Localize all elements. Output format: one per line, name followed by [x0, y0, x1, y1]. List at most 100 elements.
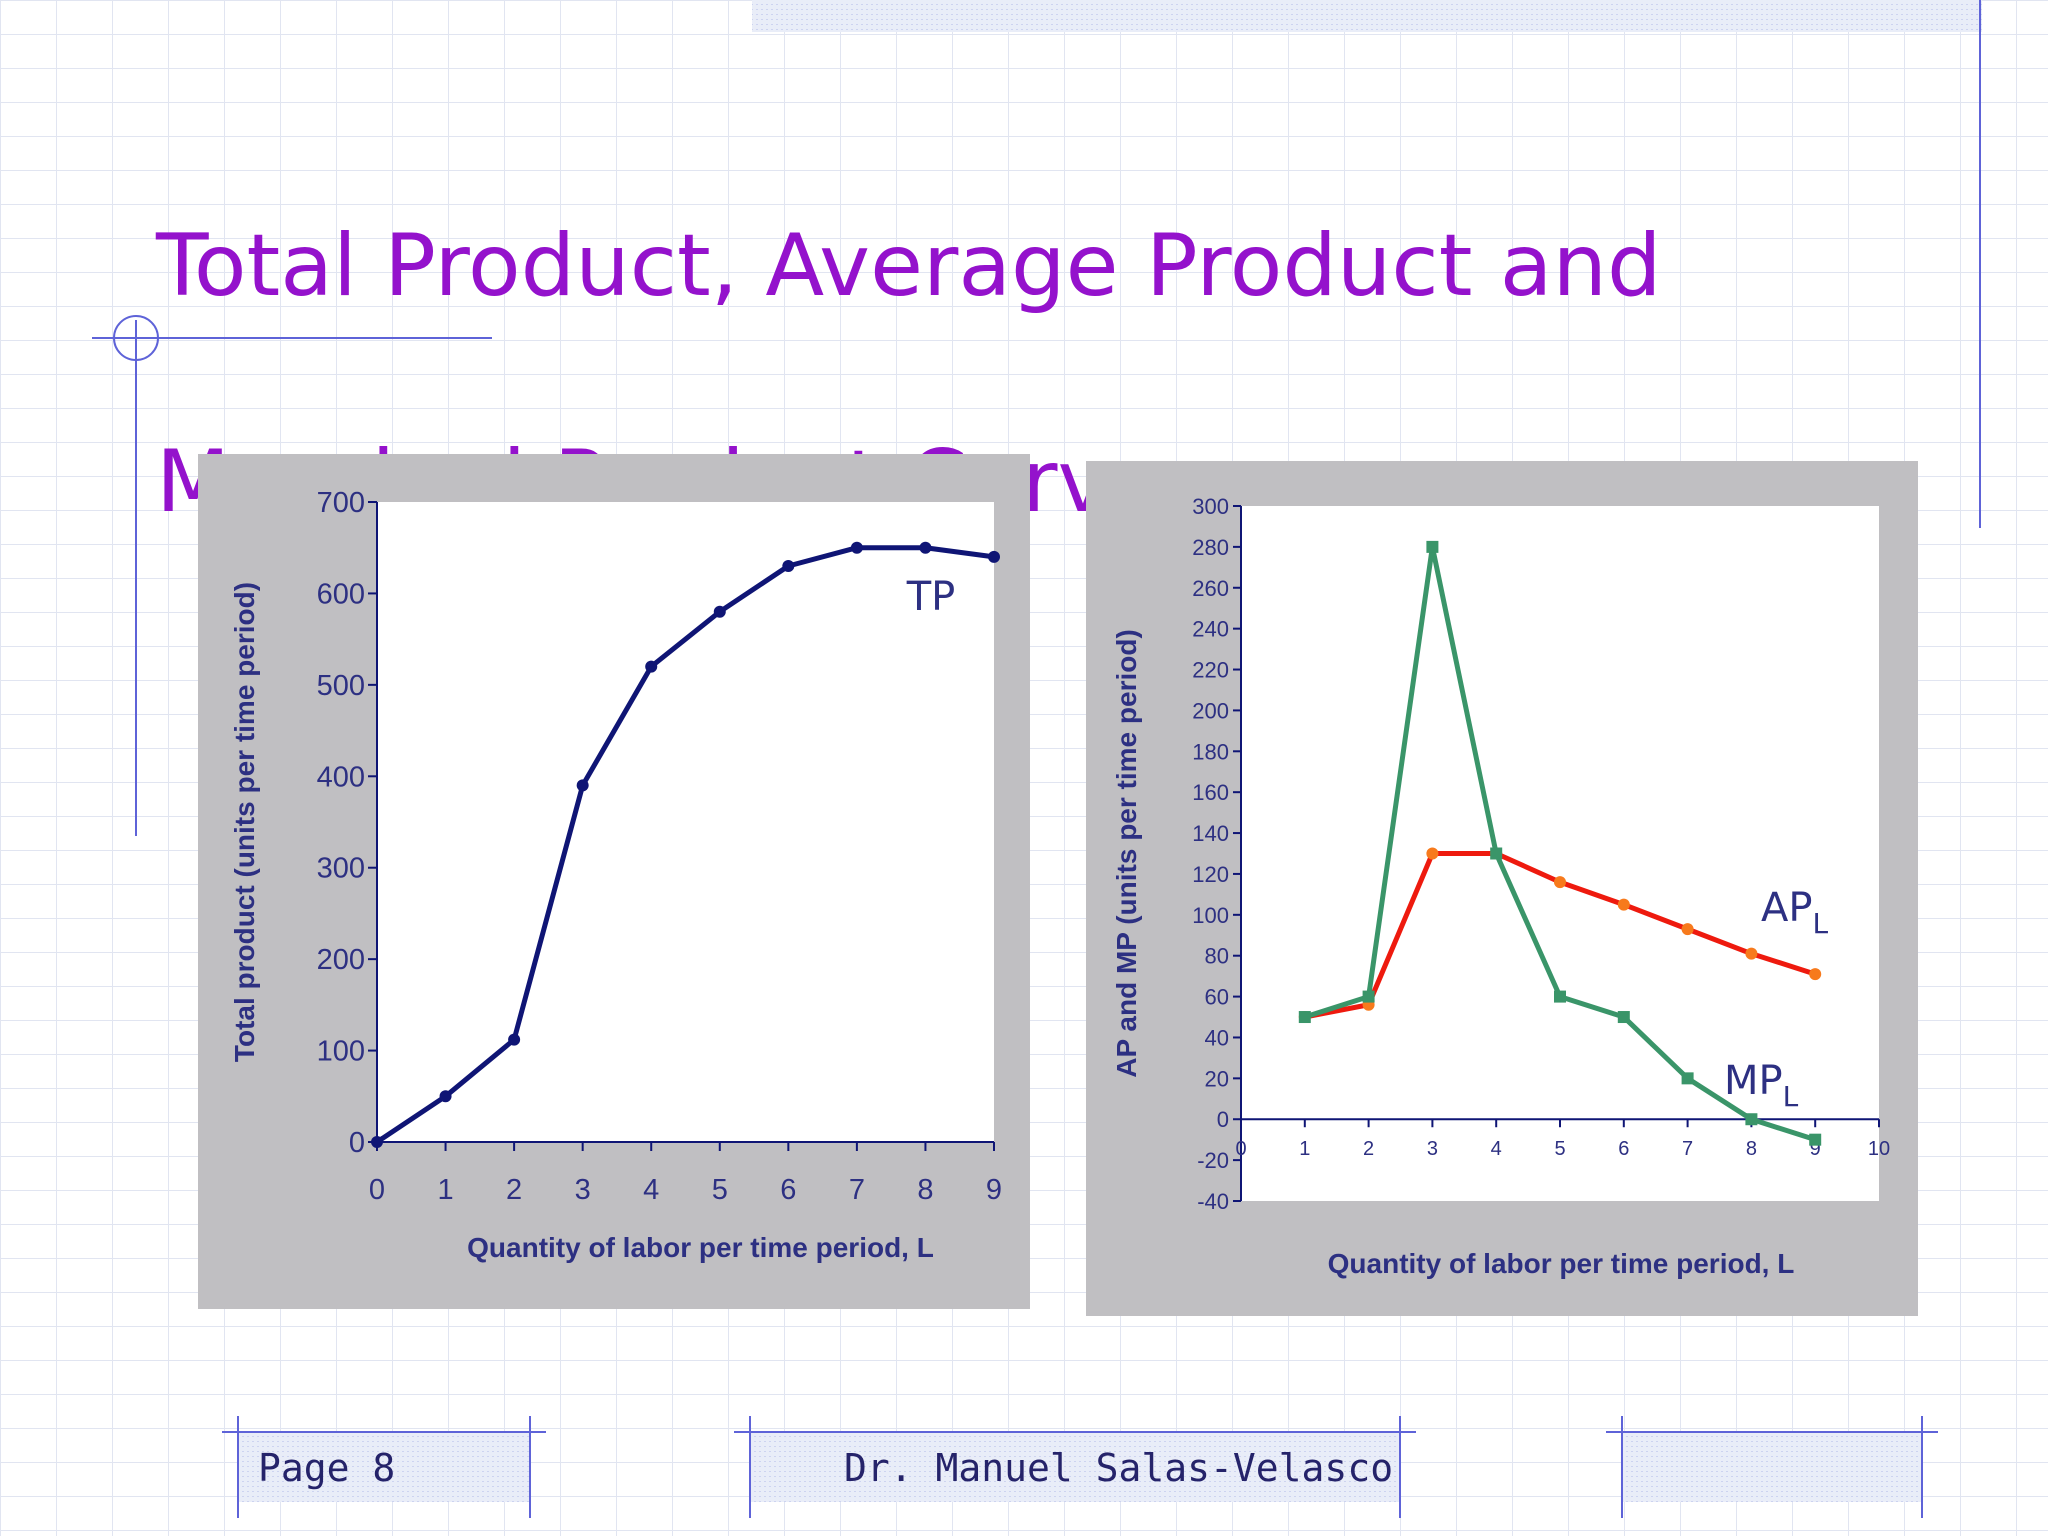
- y-tick-label: 200: [1192, 698, 1229, 723]
- y-tick-label: 20: [1205, 1066, 1229, 1091]
- y-tick-label: 220: [1192, 658, 1229, 683]
- y-axis-label: Total product (units per time period): [229, 582, 260, 1062]
- x-tick-label: 5: [1554, 1138, 1565, 1160]
- apl-data-point: [1745, 947, 1758, 960]
- crosshair-ornament: [113, 315, 159, 361]
- y-tick-label: 600: [317, 578, 365, 610]
- y-tick-label: 700: [317, 487, 365, 519]
- apl-label-subscript: L: [1812, 907, 1828, 940]
- tp-data-point: [371, 1136, 383, 1148]
- x-tick-label: 3: [1427, 1138, 1438, 1160]
- apl-data-point: [1809, 968, 1822, 981]
- y-tick-label: 80: [1205, 944, 1229, 969]
- mpl-data-point: [1362, 990, 1375, 1003]
- y-tick-label: 260: [1192, 576, 1229, 601]
- title-line-1: Total Product, Average Product and: [156, 216, 1662, 316]
- tp-data-point: [508, 1033, 521, 1046]
- mpl-data-point: [1745, 1113, 1758, 1126]
- tp-data-point: [988, 550, 1000, 563]
- average-marginal-product-plot: -40-200204060801001201401601802002202402…: [1111, 494, 1890, 1279]
- mpl-data-point: [1298, 1011, 1311, 1024]
- footer-frame-lines: [222, 1416, 1938, 1518]
- y-tick-label: 60: [1205, 985, 1229, 1010]
- y-tick-label: 0: [349, 1127, 365, 1159]
- mpl-data-point: [1426, 540, 1439, 553]
- y-tick-label: 0: [1217, 1107, 1229, 1132]
- x-tick-label: 7: [849, 1174, 865, 1206]
- tp-data-point: [439, 1090, 452, 1103]
- total-product-chart: 0 100 200 300 400 500 600 700 0 1 2 3 4 5 6 7 8 9 TP Quanti…: [198, 454, 1030, 1309]
- footer-author-box: Dr. Manuel Salas-Velasco: [750, 1432, 1400, 1502]
- y-tick-label: 500: [317, 670, 365, 702]
- y-tick-label: 100: [1192, 903, 1229, 928]
- x-axis-label: Quantity of labor per time period, L: [1328, 1248, 1795, 1279]
- x-tick-label: 1: [437, 1174, 453, 1206]
- y-tick-label: -20: [1197, 1148, 1229, 1173]
- x-tick-label: 10: [1868, 1138, 1890, 1160]
- x-tick-label: 0: [369, 1174, 385, 1206]
- mpl-data-point: [1681, 1072, 1694, 1085]
- y-tick-label: -40: [1197, 1189, 1229, 1214]
- plot-area: [377, 502, 994, 1142]
- footer-page-box: Page 8: [238, 1432, 530, 1502]
- average-marginal-product-chart: -40 -20 0 20 40 60 80 100 120 140 160 180 200 220 240 2…: [1086, 461, 1918, 1316]
- x-tick-label: 5: [712, 1174, 728, 1206]
- x-axis-label: Quantity of labor per time period, L: [467, 1232, 934, 1263]
- author-name: Dr. Manuel Salas-Velasco: [844, 1446, 1394, 1490]
- x-tick-label: 9: [986, 1174, 1002, 1206]
- y-tick-label: 140: [1192, 821, 1229, 846]
- x-tick-label: 7: [1682, 1138, 1693, 1160]
- y-tick-label: 300: [1192, 494, 1229, 519]
- y-tick-label: 120: [1192, 862, 1229, 887]
- apl-label-main: AP: [1761, 885, 1812, 931]
- mpl-data-point: [1554, 990, 1566, 1003]
- y-tick-label: 200: [317, 944, 365, 976]
- apl-series-label: APL: [1761, 885, 1828, 940]
- mpl-data-point: [1490, 847, 1503, 860]
- mpl-label-main: MP: [1724, 1058, 1783, 1104]
- y-tick-label: 280: [1192, 535, 1229, 560]
- x-tick-label: 2: [506, 1174, 522, 1206]
- tp-data-point: [713, 605, 726, 618]
- y-tick-label: 300: [317, 853, 365, 885]
- tp-series-line: [375, 545, 995, 1145]
- top-decorative-band: [752, 0, 1982, 32]
- x-tick-label: 2: [1363, 1138, 1374, 1160]
- right-decorative-line: [1979, 0, 1981, 528]
- title-underline: [92, 337, 492, 339]
- y-tick-label: 180: [1192, 739, 1229, 764]
- tp-data-point: [782, 560, 795, 572]
- y-tick-label: 100: [317, 1036, 365, 1068]
- x-tick-label: 4: [1491, 1138, 1502, 1160]
- tp-series-label: TP: [906, 574, 956, 620]
- page-number: Page 8: [258, 1446, 396, 1490]
- x-tick-label: 8: [917, 1174, 933, 1206]
- mpl-data-point: [1809, 1133, 1822, 1146]
- total-product-plot: 0 100 200 300 400 500 600 700 0 1 2 3 4 5 6 7 8 9 TP Quanti…: [229, 487, 1002, 1263]
- plot-area: [1241, 506, 1879, 1201]
- y-tick-label: 40: [1205, 1025, 1229, 1050]
- mpl-label-subscript: L: [1783, 1080, 1799, 1113]
- y-tick-label: 400: [317, 761, 365, 793]
- mpl-data-point: [1617, 1011, 1630, 1024]
- x-tick-label: 0: [1235, 1138, 1246, 1160]
- x-tick-label: 4: [643, 1174, 659, 1206]
- x-tick-label: 1: [1299, 1138, 1310, 1160]
- left-decorative-line: [135, 320, 137, 836]
- y-tick-label: 240: [1192, 617, 1229, 642]
- apl-data-point: [1681, 923, 1694, 936]
- apl-data-point: [1617, 898, 1630, 911]
- tp-data-point: [645, 660, 658, 673]
- footer-blank-box: [1622, 1432, 1922, 1502]
- y-axis-label: AP and MP (units per time period): [1111, 629, 1142, 1078]
- tp-data-point: [850, 541, 863, 554]
- apl-data-point: [1554, 876, 1566, 889]
- tp-data-point: [576, 779, 589, 792]
- x-tick-label: 9: [1810, 1138, 1821, 1160]
- mpl-series-label: MPL: [1724, 1058, 1799, 1113]
- x-tick-label: 6: [1618, 1138, 1629, 1160]
- x-tick-label: 8: [1746, 1138, 1757, 1160]
- x-tick-label: 3: [575, 1174, 591, 1206]
- x-tick-label: 6: [780, 1174, 796, 1206]
- y-tick-label: 160: [1192, 780, 1229, 805]
